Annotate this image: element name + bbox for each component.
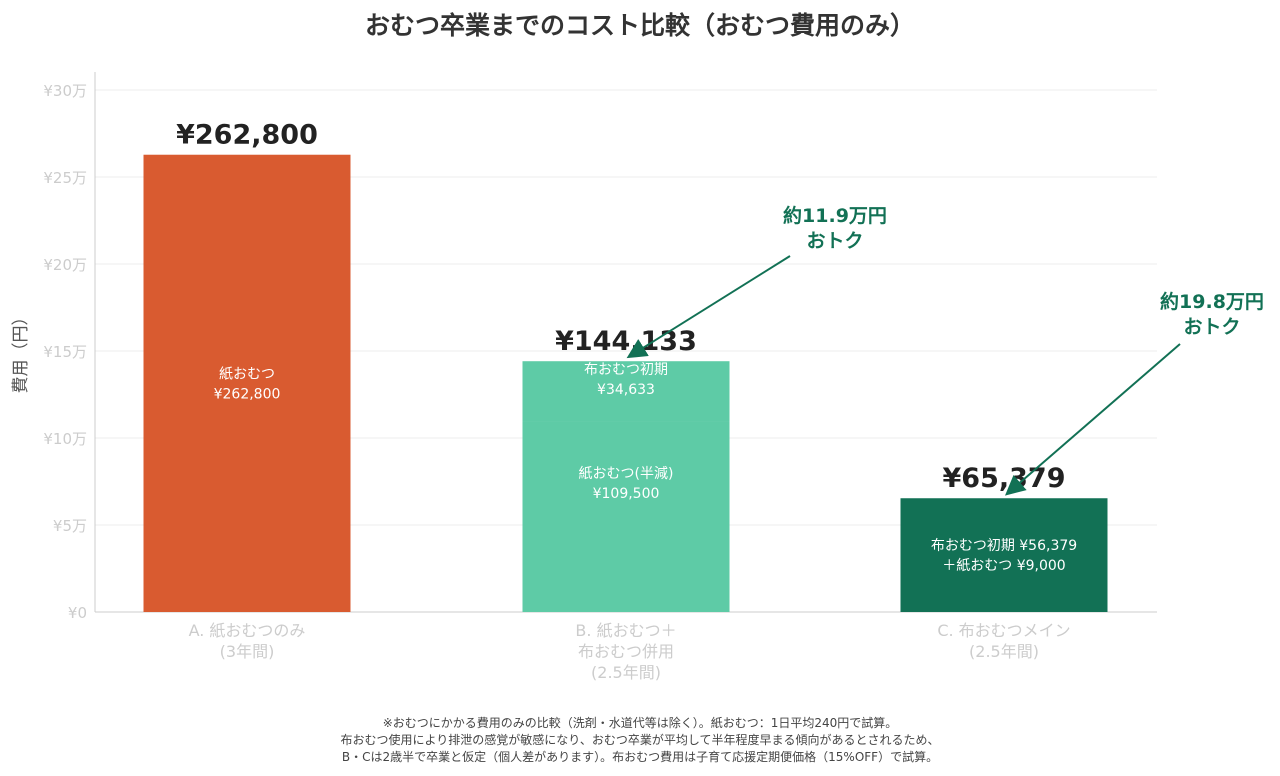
y-tick-label: ¥0: [68, 604, 87, 622]
annotation-arrow: [1004, 343, 1181, 496]
x-tick-label: (3年間): [220, 642, 275, 661]
y-tick-label: ¥30万: [43, 82, 87, 100]
y-tick-label: ¥10万: [43, 430, 87, 448]
segment-label: 布おむつ初期 ¥56,379: [931, 537, 1077, 554]
bar-segment: [143, 154, 351, 612]
y-tick-label: ¥15万: [43, 343, 87, 361]
segment-label: ¥262,800: [214, 386, 281, 402]
annotation-arrow: [626, 255, 791, 359]
bar-segment: [900, 498, 1108, 612]
total-label: ¥144,133: [555, 326, 697, 357]
footnote-line: ※おむつにかかる費用のみの比較（洗剤・水道代等は除く）。紙おむつ：1日平均240…: [383, 715, 898, 730]
segment-label: 紙おむつ(半減): [579, 465, 674, 482]
segment-label: ¥34,633: [597, 382, 655, 398]
x-tick-label: 布おむつ併用: [578, 642, 674, 661]
chart-title: おむつ卒業までのコスト比較（おむつ費用のみ）: [365, 11, 915, 40]
x-tick-label: (2.5年間): [591, 663, 661, 682]
segment-label: 布おむつ初期: [584, 361, 668, 378]
x-tick-label: B. 紙おむつ＋: [575, 621, 676, 640]
y-tick-label: ¥25万: [43, 169, 87, 187]
annotation-text: 約11.9万円: [783, 204, 887, 227]
y-axis-label: 費用（円）: [11, 309, 31, 394]
bar-segment: [522, 361, 730, 422]
x-tick-label: A. 紙おむつのみ: [189, 621, 306, 640]
x-tick-label: C. 布おむつメイン: [937, 621, 1070, 640]
annotation-text: おトク: [806, 230, 863, 252]
segment-label: ¥109,500: [593, 486, 660, 502]
annotation-text: 約19.8万円: [1160, 290, 1264, 313]
total-label: ¥262,800: [176, 120, 318, 151]
total-label: ¥65,379: [943, 463, 1066, 494]
y-tick-label: ¥20万: [43, 256, 87, 274]
segment-label: ＋紙おむつ ¥9,000: [942, 558, 1065, 574]
x-tick-label: (2.5年間): [969, 642, 1039, 661]
footnote-line: B・Cは2歳半で卒業と仮定（個人差があります）。布おむつ費用は子育て応援定期便価…: [342, 749, 938, 764]
y-tick-label: ¥5万: [53, 517, 87, 535]
segment-label: 紙おむつ: [219, 366, 275, 382]
footnote-line: 布おむつ使用により排泄の感覚が敏感になり、おむつ卒業が平均して半年程度早まる傾向…: [341, 732, 940, 747]
bar-segment: [522, 421, 730, 612]
annotation-text: おトク: [1183, 316, 1240, 338]
